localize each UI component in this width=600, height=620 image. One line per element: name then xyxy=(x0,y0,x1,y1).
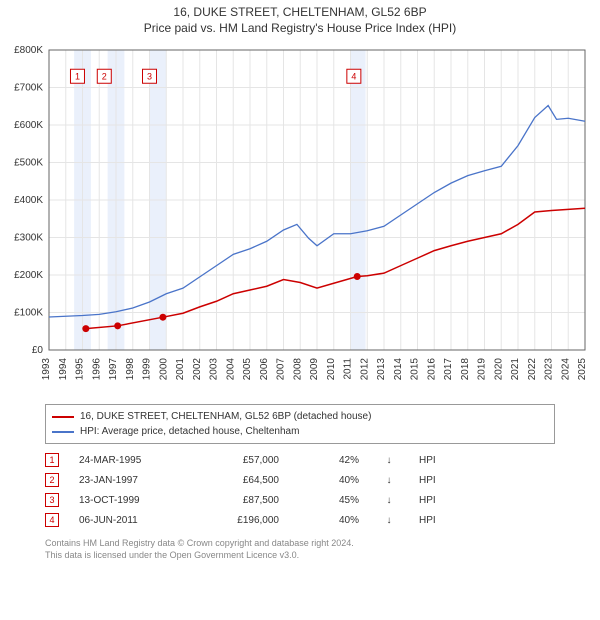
sale-date: 24-MAR-1995 xyxy=(79,455,179,466)
table-row: 4 06-JUN-2011 £196,000 40% ↓ HPI xyxy=(45,510,555,530)
down-arrow-icon: ↓ xyxy=(379,475,399,486)
sale-ref: HPI xyxy=(419,475,449,486)
sale-date: 23-JAN-1997 xyxy=(79,475,179,486)
down-arrow-icon: ↓ xyxy=(379,455,399,466)
svg-text:2011: 2011 xyxy=(343,358,354,380)
table-row: 1 24-MAR-1995 £57,000 42% ↓ HPI xyxy=(45,450,555,470)
footnote: Contains HM Land Registry data © Crown c… xyxy=(45,538,555,561)
svg-text:£500K: £500K xyxy=(14,158,43,169)
sale-pct: 45% xyxy=(299,495,359,506)
title-subtitle: Price paid vs. HM Land Registry's House … xyxy=(5,21,595,35)
table-row: 3 13-OCT-1999 £87,500 45% ↓ HPI xyxy=(45,490,555,510)
sale-date: 13-OCT-1999 xyxy=(79,495,179,506)
svg-text:1994: 1994 xyxy=(58,358,69,381)
footnote-line2: This data is licensed under the Open Gov… xyxy=(45,550,555,562)
svg-text:2014: 2014 xyxy=(393,358,404,381)
legend-label-property: 16, DUKE STREET, CHELTENHAM, GL52 6BP (d… xyxy=(80,409,371,424)
svg-text:2001: 2001 xyxy=(175,358,186,381)
svg-text:£300K: £300K xyxy=(14,233,43,244)
legend-item-hpi: HPI: Average price, detached house, Chel… xyxy=(52,424,548,439)
svg-text:2019: 2019 xyxy=(477,358,488,381)
svg-text:2007: 2007 xyxy=(276,358,287,381)
svg-text:2012: 2012 xyxy=(359,358,370,381)
title-address: 16, DUKE STREET, CHELTENHAM, GL52 6BP xyxy=(5,5,595,19)
svg-text:2000: 2000 xyxy=(158,358,169,381)
svg-text:2013: 2013 xyxy=(376,358,387,381)
svg-text:£700K: £700K xyxy=(14,83,43,94)
legend-item-property: 16, DUKE STREET, CHELTENHAM, GL52 6BP (d… xyxy=(52,409,548,424)
chart-title: 16, DUKE STREET, CHELTENHAM, GL52 6BP Pr… xyxy=(5,5,595,35)
svg-text:1993: 1993 xyxy=(41,358,52,381)
svg-text:£200K: £200K xyxy=(14,270,43,281)
svg-text:2016: 2016 xyxy=(426,358,437,381)
legend-swatch-hpi xyxy=(52,431,74,433)
svg-text:1997: 1997 xyxy=(108,358,119,381)
svg-text:£600K: £600K xyxy=(14,120,43,131)
sale-ref: HPI xyxy=(419,495,449,506)
svg-text:£0: £0 xyxy=(32,345,44,356)
sale-marker: 2 xyxy=(45,473,59,487)
sale-marker: 3 xyxy=(45,493,59,507)
svg-text:2021: 2021 xyxy=(510,358,521,381)
sale-ref: HPI xyxy=(419,455,449,466)
svg-text:2009: 2009 xyxy=(309,358,320,381)
svg-text:1: 1 xyxy=(75,71,80,81)
svg-text:3: 3 xyxy=(147,71,152,81)
chart-canvas: £0 £100K £200K £300K £400K £500K £600K £700K £80… xyxy=(5,40,595,400)
sale-marker: 4 xyxy=(45,513,59,527)
svg-text:2002: 2002 xyxy=(192,358,203,381)
sale-ref: HPI xyxy=(419,515,449,526)
svg-text:2003: 2003 xyxy=(209,358,220,381)
svg-text:2004: 2004 xyxy=(225,358,236,381)
down-arrow-icon: ↓ xyxy=(379,495,399,506)
price-chart: £0 £100K £200K £300K £400K £500K £600K £700K £80… xyxy=(5,40,595,400)
svg-text:£800K: £800K xyxy=(14,45,43,56)
svg-text:£400K: £400K xyxy=(14,195,43,206)
svg-text:1995: 1995 xyxy=(75,358,86,381)
legend-label-hpi: HPI: Average price, detached house, Chel… xyxy=(80,424,299,439)
legend: 16, DUKE STREET, CHELTENHAM, GL52 6BP (d… xyxy=(45,404,555,444)
sale-pct: 40% xyxy=(299,515,359,526)
svg-text:2020: 2020 xyxy=(493,358,504,381)
svg-text:£100K: £100K xyxy=(14,308,43,319)
footnote-line1: Contains HM Land Registry data © Crown c… xyxy=(45,538,555,550)
svg-text:2005: 2005 xyxy=(242,358,253,381)
svg-text:1999: 1999 xyxy=(142,358,153,381)
svg-text:2018: 2018 xyxy=(460,358,471,381)
svg-text:2017: 2017 xyxy=(443,358,454,381)
svg-text:2025: 2025 xyxy=(577,358,588,381)
svg-text:2008: 2008 xyxy=(292,358,303,381)
svg-text:1996: 1996 xyxy=(91,358,102,381)
sale-pct: 40% xyxy=(299,475,359,486)
down-arrow-icon: ↓ xyxy=(379,515,399,526)
sale-price: £64,500 xyxy=(199,475,279,486)
sale-pct: 42% xyxy=(299,455,359,466)
sale-price: £57,000 xyxy=(199,455,279,466)
svg-text:2024: 2024 xyxy=(560,358,571,381)
sale-date: 06-JUN-2011 xyxy=(79,515,179,526)
svg-text:2010: 2010 xyxy=(326,358,337,381)
legend-swatch-property xyxy=(52,416,74,418)
svg-text:2022: 2022 xyxy=(527,358,538,381)
svg-text:2023: 2023 xyxy=(544,358,555,381)
sales-table: 1 24-MAR-1995 £57,000 42% ↓ HPI 2 23-JAN… xyxy=(45,450,555,530)
svg-text:2006: 2006 xyxy=(259,358,270,381)
sale-price: £196,000 xyxy=(199,515,279,526)
sale-price: £87,500 xyxy=(199,495,279,506)
table-row: 2 23-JAN-1997 £64,500 40% ↓ HPI xyxy=(45,470,555,490)
svg-text:2: 2 xyxy=(102,71,107,81)
svg-text:2015: 2015 xyxy=(410,358,421,381)
svg-text:4: 4 xyxy=(351,71,356,81)
svg-text:1998: 1998 xyxy=(125,358,136,381)
sale-marker: 1 xyxy=(45,453,59,467)
